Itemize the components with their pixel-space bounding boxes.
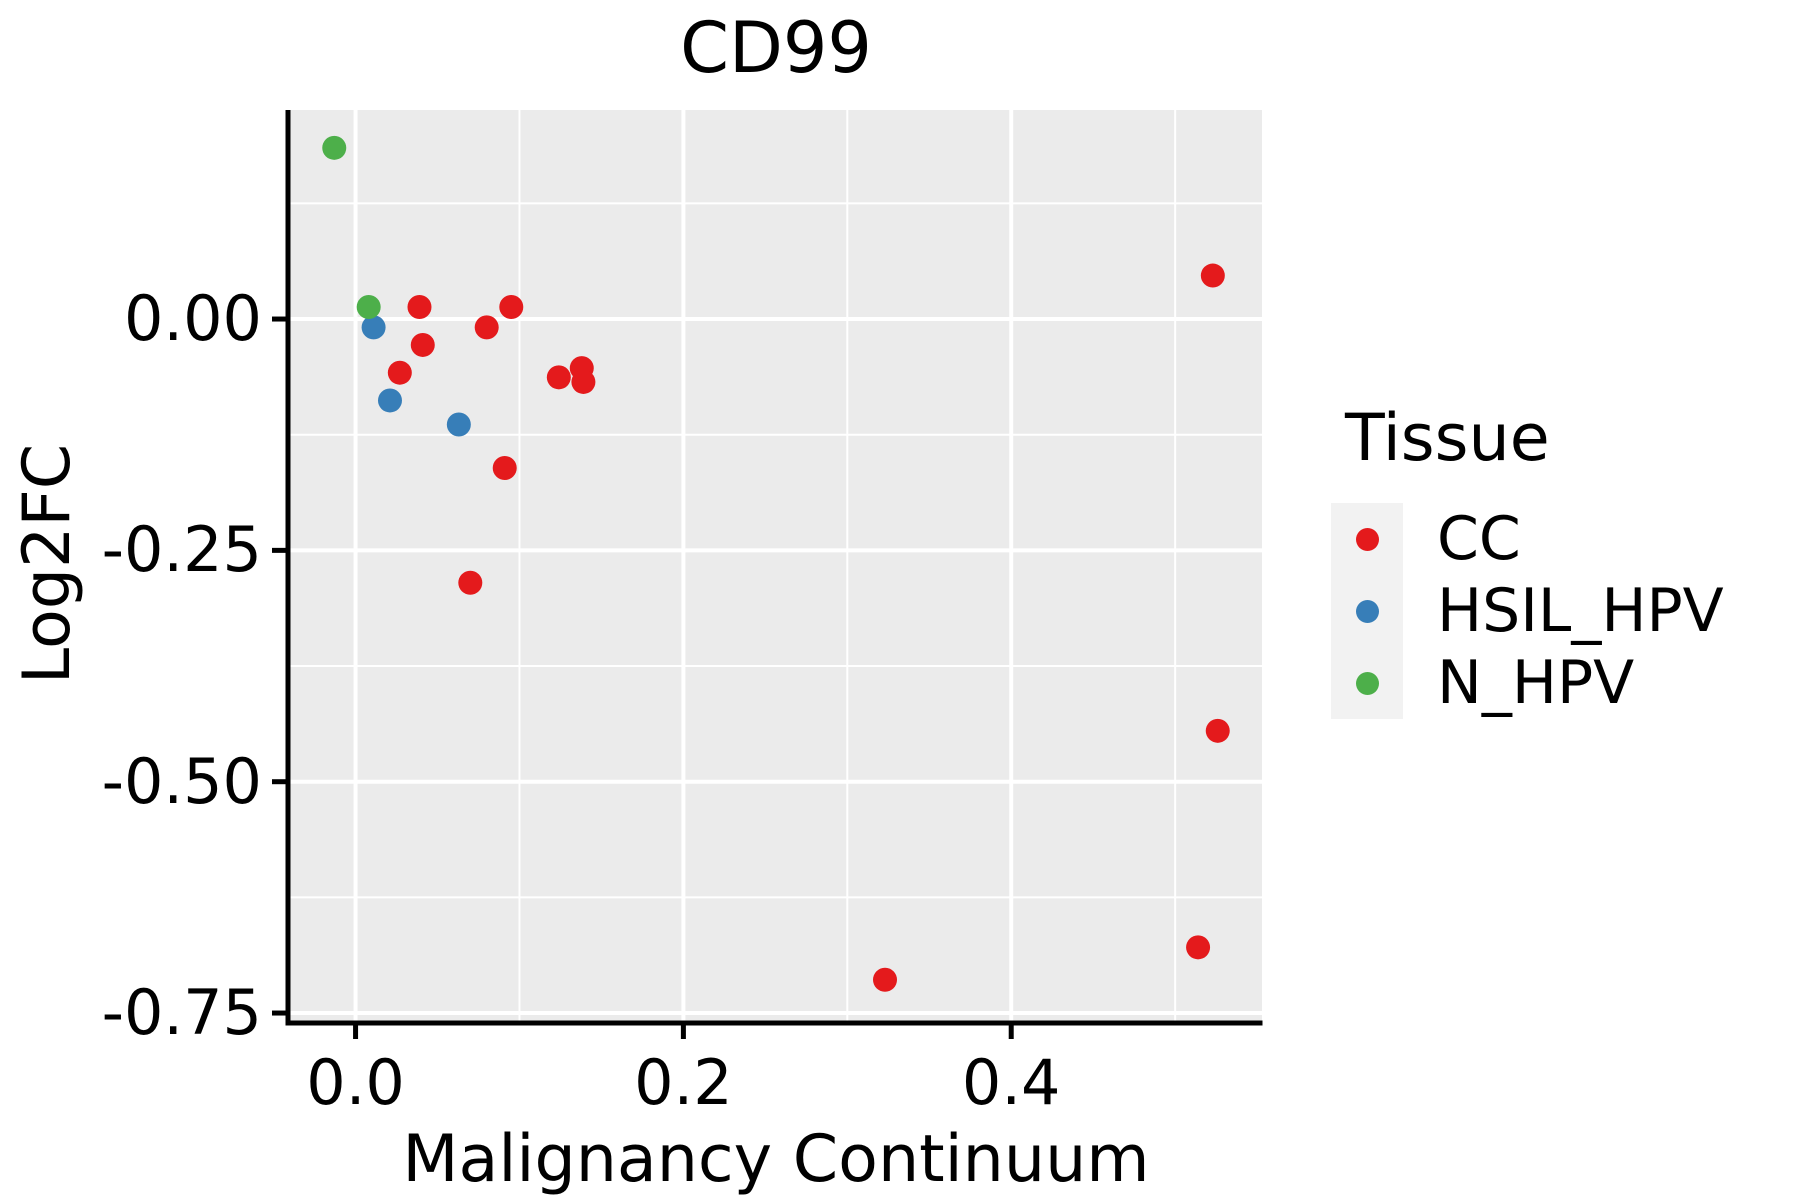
legend: Tissue CC HSIL_HPV N_HPV <box>1331 398 1724 720</box>
legend-dot-icon <box>1355 527 1379 551</box>
legend-item-n_hpv: N_HPV <box>1331 647 1724 720</box>
data-point <box>492 456 517 481</box>
data-point <box>407 295 432 320</box>
data-point <box>499 295 524 320</box>
y-tick-label: 0.00 <box>123 282 262 356</box>
legend-key <box>1331 647 1403 720</box>
legend-dot-icon <box>1355 599 1379 623</box>
y-tick-label: -0.50 <box>101 744 262 818</box>
data-point <box>446 412 471 437</box>
data-point <box>1200 263 1225 288</box>
y-tick-label: -0.25 <box>101 513 262 587</box>
legend-title: Tissue <box>1345 401 1550 476</box>
y-axis-line <box>285 110 291 1026</box>
data-point <box>322 135 347 160</box>
data-point <box>356 295 381 320</box>
data-point <box>361 315 386 340</box>
data-point <box>458 570 483 595</box>
legend-dot-icon <box>1355 671 1379 695</box>
y-axis-title: Log2FC <box>10 443 85 685</box>
x-tick-label: 0.2 <box>634 1046 733 1119</box>
y-tick-label: -0.75 <box>101 976 262 1050</box>
data-point <box>410 332 435 357</box>
legend-item-hsil_hpv: HSIL_HPV <box>1331 575 1724 648</box>
legend-item-label: CC <box>1437 504 1521 575</box>
data-point <box>1186 935 1211 960</box>
legend-key <box>1331 503 1403 576</box>
legend-item-label: N_HPV <box>1437 648 1635 719</box>
x-axis-line <box>285 1020 1263 1026</box>
data-point <box>1205 718 1230 743</box>
chart-title: CD99 <box>680 7 872 89</box>
x-axis-title: Malignancy Continuum <box>402 1122 1150 1197</box>
legend-item-label: HSIL_HPV <box>1437 576 1724 647</box>
x-tick-label: 0.4 <box>961 1046 1061 1119</box>
legend-items: CC HSIL_HPV N_HPV <box>1331 503 1724 720</box>
panel-background <box>290 110 1262 1021</box>
data-point <box>571 369 596 394</box>
data-point <box>377 388 402 413</box>
legend-key <box>1331 575 1403 648</box>
data-point <box>873 967 898 992</box>
x-tick-label: 0.0 <box>306 1046 405 1119</box>
legend-item-cc: CC <box>1331 503 1724 576</box>
data-point <box>387 360 412 385</box>
data-point <box>546 365 571 390</box>
data-point <box>474 315 499 340</box>
